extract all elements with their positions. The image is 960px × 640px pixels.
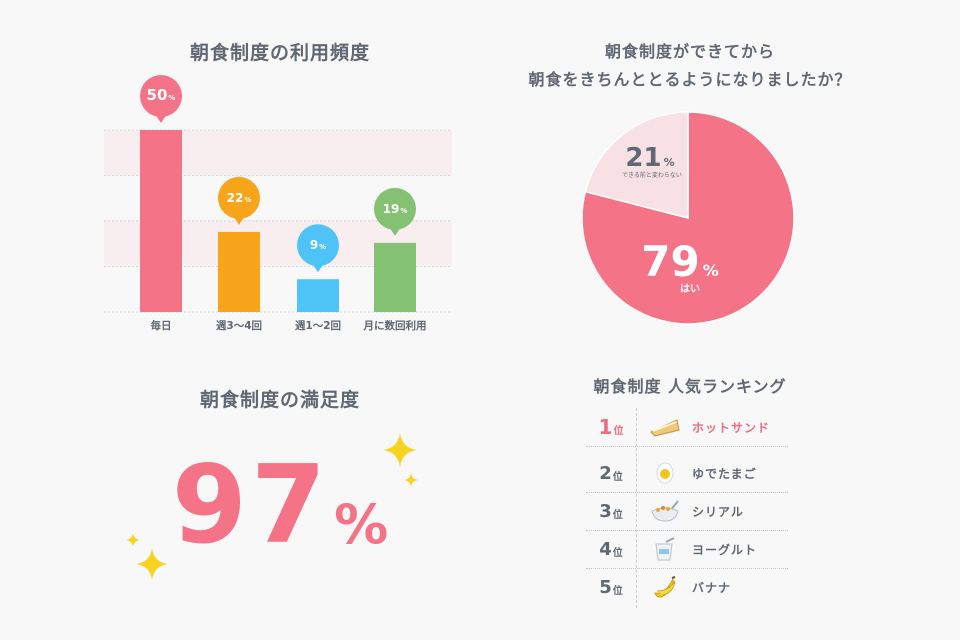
rank-num-1: 1 [598,415,613,439]
rank-suffix-1: 位 [613,426,624,437]
rank-name-1: ホットサンド [692,420,771,435]
bubble [374,187,416,230]
pie-no-unit: % [664,156,675,169]
bar [218,231,260,312]
rank-name-3: シリアル [692,504,744,519]
bubble [297,224,339,267]
yogurt-cup-icon [648,530,682,568]
category-label: 週1〜2回 [295,320,341,332]
ranking-row-2: 2 位 ゆでたまご [586,454,788,493]
pie-yes-number: 79 [641,237,699,286]
bubble-pointer [389,226,401,236]
ranking-row-5: 5 位 バナナ [586,568,788,606]
rank-number-3: 3 位 [586,492,636,530]
ranking-row-4: 4 位 ヨーグルト [586,530,788,569]
bubble-pointer [312,263,324,273]
category-label: 毎日 [151,319,172,332]
bar-value-number: 50 [147,86,168,104]
bar-value-label: 50% [147,86,176,104]
bar-value-number: 22 [227,191,244,205]
rank-number-2: 2 位 [586,454,636,492]
boiled-egg-icon [648,454,682,492]
cereal-bowl-icon [648,492,682,530]
sparkle-small-top-icon [404,473,418,487]
rank-name-2: ゆでたまご [692,466,757,481]
pie-chart-title-line1: 朝食制度ができてから [604,42,775,61]
bar-value-number: 9 [310,238,318,252]
pie-chart-title-line2: 朝食をきちんととるようになりましたか？ [528,70,852,89]
satisfaction-value: 97 % [160,440,400,560]
ranking-row-3: 3 位 シリアル [586,492,788,531]
pie-no-label: できる前と変わらない [622,171,682,179]
rank-number-5: 5 位 [586,568,636,606]
ranking-table: 1 位 ホットサンド 2 位 ゆでたまご 3 位 [586,408,788,608]
sparkle-large-bottom-icon [136,548,168,580]
sandwich-icon [648,408,682,446]
bar [297,279,339,312]
rank-num-5: 5 [599,576,612,598]
bar-value-label: 9% [310,238,326,252]
rank-suffix-5: 位 [612,586,623,597]
rank-number-4: 4 位 [586,530,636,568]
pie-slice-1 [581,111,795,325]
bar-chart-title: 朝食制度の利用頻度 [189,42,370,64]
rank-suffix-3: 位 [612,510,623,521]
rank-num-4: 4 [599,538,612,560]
category-label: 週3〜4回 [216,320,262,332]
bar-value-unit: % [244,196,251,204]
pie-yes-value: 79% [641,237,718,286]
category-label: 月に数回利用 [363,319,427,332]
sparkle-small-bottom-icon [126,533,140,547]
satisfaction-unit: % [334,493,389,556]
ranking-divider [636,408,637,608]
rank-suffix-2: 位 [612,472,623,483]
pie-no-value: 21% [625,143,674,173]
pie-yes-label: はい [680,283,700,295]
bubble [140,75,182,117]
bar-value-label: 19% [383,202,408,216]
satisfaction-title: 朝食制度の満足度 [199,389,360,411]
pie-slice-2 [584,111,689,219]
bar-value-unit: % [319,243,326,251]
pie-no-number: 21 [625,143,661,173]
bubble-pointer [233,215,245,225]
bubble-pointer [155,114,167,123]
rank-num-3: 3 [599,500,612,522]
bar-value-number: 19 [383,202,400,216]
rank-number-1: 1 位 [586,408,636,446]
bubble [218,176,260,219]
satisfaction-number: 97 [171,443,331,568]
bar-value-label: 22% [227,191,252,205]
bar-value-unit: % [168,94,175,102]
rank-name-4: ヨーグルト [692,542,758,557]
pie-yes-unit: % [703,261,719,280]
banana-icon [648,568,682,606]
bar-value-unit: % [400,207,407,215]
bar-chart: 50% 毎日 22% 週3〜4回 9% 週1〜2回 19% 月に数回利用 [104,75,452,332]
bar [374,242,416,312]
sparkle-large-top-icon [383,433,417,467]
ranking-title: 朝食制度 人気ランキング [593,377,787,396]
ranking-row-1: 1 位 ホットサンド [586,408,788,447]
bar [140,130,182,312]
rank-name-5: バナナ [692,580,732,595]
rank-num-2: 2 [599,462,612,484]
rank-suffix-4: 位 [612,548,623,559]
